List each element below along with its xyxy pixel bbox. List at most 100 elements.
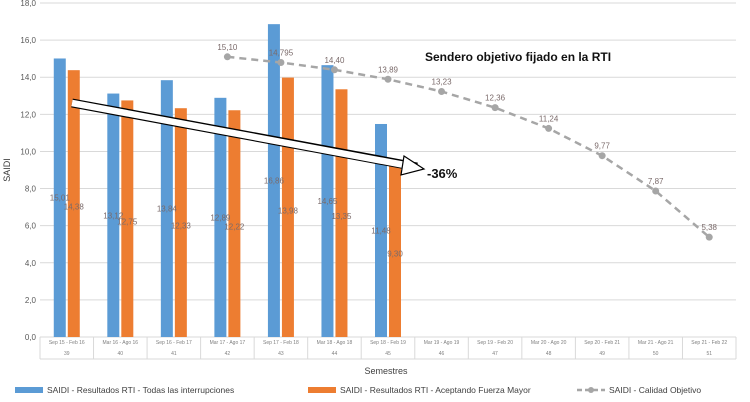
y-tick-label: 16,0 (20, 36, 36, 45)
x-tick-number: 49 (599, 351, 605, 357)
legend-label: SAIDI - Resultados RTI - Aceptando Fuerz… (340, 385, 531, 395)
x-axis-ticks: Sep 15 - Feb 16 39 Mar 16 - Ago 16 40 Sep 16… (49, 340, 728, 357)
bar (107, 93, 120, 337)
x-tick-label: Sep 18 - Feb 19 (370, 340, 406, 346)
x-tick-number: 41 (171, 351, 177, 357)
x-axis-title: Semestres (364, 366, 408, 376)
objective-data-label: 13,23 (432, 78, 453, 87)
data-labels: 15,01 13,12 13,84 12,89 16,86 14,65 11,48 14,38… (50, 43, 718, 259)
objective-data-label: 14,40 (324, 56, 345, 65)
x-tick-label: Mar 20 - Ago 20 (531, 340, 567, 346)
reduction-annotation: -36% (427, 166, 458, 181)
x-tick-label: Mar 17 - Ago 17 (210, 340, 246, 346)
bar-data-label: 13,84 (157, 205, 178, 214)
reduction-arrow-fill (71, 99, 411, 170)
x-tick-label: Mar 16 - Ago 16 (103, 340, 139, 346)
x-tick-label: Mar 19 - Ago 19 (424, 340, 460, 346)
bar-data-label: 15,01 (50, 194, 71, 203)
y-tick-label: 2,0 (25, 296, 37, 305)
bar-data-label: 13,12 (103, 211, 124, 220)
bar (389, 164, 401, 337)
x-tick-number: 42 (225, 351, 231, 357)
x-tick-number: 50 (653, 351, 659, 357)
annotations: Sendero objetivo fijado en la RTI -36% (71, 50, 611, 181)
bar-data-label: 12,22 (224, 223, 245, 232)
y-axis-title: SAIDI (2, 158, 12, 182)
legend-swatch (308, 387, 336, 393)
y-tick-label: 14,0 (20, 73, 36, 82)
x-tick-label: Sep 20 - Feb 21 (584, 340, 620, 346)
objective-line (223, 53, 713, 241)
bar (53, 58, 66, 337)
x-tick-label: Sep 15 - Feb 16 (49, 340, 85, 346)
x-tick-label: Sep 17 - Feb 18 (263, 340, 299, 346)
x-tick-number: 40 (118, 351, 124, 357)
bar-data-label: 13,98 (278, 206, 299, 215)
bar-data-label: 13,35 (331, 212, 352, 221)
y-tick-label: 8,0 (25, 185, 37, 194)
x-tick-label: Mar 18 - Ago 18 (317, 340, 353, 346)
objective-point (598, 152, 606, 160)
objective-data-label: 9,77 (594, 142, 610, 151)
x-tick-number: 51 (706, 351, 712, 357)
objective-point (277, 58, 285, 66)
bar (174, 108, 187, 338)
y-tick-label: 12,0 (20, 110, 36, 119)
legend-swatch (15, 387, 43, 393)
objective-point (705, 233, 713, 241)
y-tick-label: 0,0 (25, 333, 37, 342)
y-tick-label: 18,0 (20, 0, 36, 8)
objective-point (652, 187, 660, 195)
objective-data-label: 15,10 (217, 43, 238, 52)
legend-swatch-marker (588, 387, 594, 393)
bar-data-label: 12,33 (171, 222, 192, 231)
bar (321, 65, 334, 338)
bar-data-label: 16,86 (264, 177, 285, 186)
y-tick-label: 4,0 (25, 259, 37, 268)
objective-point (438, 88, 446, 96)
x-tick-number: 45 (385, 351, 391, 357)
bars (53, 24, 401, 338)
bar-data-label: 12,89 (210, 213, 231, 222)
legend: SAIDI - Resultados RTI - Todas las inter… (15, 385, 701, 395)
legend-label: SAIDI - Resultados RTI - Todas las inter… (47, 385, 234, 395)
bar-data-label: 12,75 (117, 218, 138, 227)
y-tick-label: 6,0 (25, 222, 37, 231)
x-tick-label: Sep 21 - Feb 22 (691, 340, 727, 346)
x-tick-number: 47 (492, 351, 498, 357)
objective-point (491, 104, 499, 112)
x-tick-number: 46 (439, 351, 445, 357)
legend-label: SAIDI - Calidad Objetivo (609, 385, 701, 395)
x-tick-number: 39 (64, 351, 70, 357)
y-axis-ticks: 0,0 2,0 4,0 6,0 8,0 10,0 12,0 14,0 16,0 18,0 (20, 0, 36, 342)
x-tick-number: 48 (546, 351, 552, 357)
bar-data-label: 14,38 (64, 203, 85, 212)
bar (267, 24, 280, 338)
x-tick-number: 44 (332, 351, 338, 357)
objective-point (384, 75, 392, 83)
bar (160, 80, 173, 338)
objective-data-label: 12,36 (485, 94, 506, 103)
bar (228, 110, 241, 337)
objective-point (545, 124, 553, 132)
reduction-arrowhead (400, 154, 426, 176)
objective-data-label: 14,795 (269, 48, 294, 57)
x-tick-label: Mar 21 - Ago 21 (638, 340, 674, 346)
target-path-annotation: Sendero objetivo fijado en la RTI (425, 50, 611, 64)
bar (121, 100, 134, 338)
objective-point (223, 53, 231, 61)
x-tick-number: 43 (278, 351, 284, 357)
y-tick-label: 10,0 (20, 147, 36, 156)
objective-data-label: 7,87 (648, 177, 664, 186)
x-tick-label: Sep 16 - Feb 17 (156, 340, 192, 346)
bar (67, 70, 80, 337)
bar-data-label: 14,65 (317, 197, 338, 206)
objective-data-label: 5,38 (701, 223, 717, 232)
objective-data-label: 13,89 (378, 65, 399, 74)
objective-series-line (227, 55, 711, 239)
objective-point (330, 66, 338, 74)
objective-data-label: 11,24 (539, 114, 559, 123)
bar (375, 123, 387, 337)
bar (214, 97, 227, 338)
